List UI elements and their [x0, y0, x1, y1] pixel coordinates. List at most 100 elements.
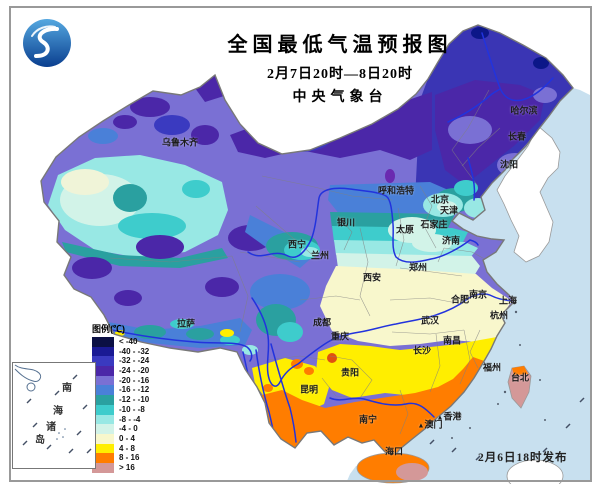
city-label: 石家庄 — [420, 218, 447, 231]
korea-peninsula — [496, 125, 561, 263]
city-label: 西安 — [363, 271, 381, 284]
city-label: 重庆 — [331, 330, 349, 343]
city-label: 济南 — [442, 234, 460, 247]
city-name: 香港 — [443, 411, 462, 422]
map-title: 全国最低气温预报图 — [227, 34, 453, 56]
inset-label-char: 岛 — [35, 435, 45, 446]
legend-swatch — [92, 356, 114, 367]
city-name: 长春 — [507, 131, 527, 142]
china-outline — [40, 24, 574, 458]
inset-label-char: 海 — [53, 406, 63, 417]
legend-range-label: 0 - 4 — [119, 433, 136, 443]
city-label: 合肥 — [451, 293, 469, 306]
city-label: 北京 — [431, 193, 449, 206]
city-label: 南京 — [469, 288, 487, 301]
city-label: 郑州 — [409, 261, 427, 274]
legend-title: 图例(℃) — [92, 324, 125, 334]
city-label: 西宁 — [288, 238, 306, 251]
legend-range-label: -32 - -24 — [119, 356, 150, 366]
city-name: 太原 — [395, 224, 415, 235]
city-name: 南京 — [468, 289, 488, 300]
city-label: 沈阳 — [500, 158, 518, 171]
city-name: 海口 — [384, 446, 404, 457]
legend-swatch — [92, 366, 114, 376]
city-label: 海口 — [385, 445, 403, 458]
legend-item: -20 - -16 — [92, 375, 150, 386]
city-label: 呼和浩特 — [378, 184, 414, 197]
city-label: 贵阳 — [341, 366, 359, 379]
legend-item: -16 - -12 — [92, 385, 149, 396]
legend-swatch — [92, 346, 114, 357]
legend-item: -10 - -8 — [92, 404, 149, 415]
city-label: 南宁 — [359, 413, 377, 426]
legend-item: 8 - 16 — [92, 453, 149, 463]
inset-label-char: 南 — [62, 383, 72, 394]
city-name: 济南 — [441, 235, 461, 246]
city-label: 上海 — [499, 294, 517, 307]
city-name: 拉萨 — [176, 318, 196, 329]
city-label: 天津 — [440, 204, 458, 217]
city-name: 西安 — [362, 272, 382, 283]
city-name: 福州 — [482, 362, 502, 373]
taiwan-island — [507, 365, 532, 409]
legend-swatch — [92, 443, 114, 454]
city-name: 沈阳 — [499, 159, 519, 170]
logo-swirl — [34, 26, 59, 58]
temperature-legend: 图例(℃) < -40 -40 - -32 -32 - -24 — [92, 322, 149, 473]
legend-item: -40 - -32 — [92, 346, 150, 357]
city-name: 兰州 — [310, 250, 330, 261]
yellow-river — [247, 187, 479, 263]
legend-range-label: -8 - -4 — [119, 414, 141, 424]
title-block: 全国最低气温预报图 2月7日20时—8日20时 中央气象台 — [160, 28, 520, 106]
map-frame — [9, 6, 592, 482]
city-label: ▲香港 — [437, 410, 462, 423]
islands — [356, 310, 585, 484]
city-label: 杭州 — [490, 309, 508, 322]
legend-item: -24 - -20 — [92, 366, 149, 376]
legend-swatch — [92, 424, 114, 434]
inset-map — [14, 364, 92, 454]
legend-swatch — [92, 404, 114, 415]
legend-swatch — [92, 385, 114, 396]
cma-logo — [20, 16, 74, 70]
legend-range-label: -20 - -16 — [119, 375, 150, 385]
legend-range-label: -12 - -10 — [119, 395, 150, 405]
legend-range-label: > 16 — [119, 462, 135, 472]
city-label: 台北 — [511, 371, 529, 384]
city-name: 石家庄 — [420, 219, 448, 230]
city-label: 福州 — [483, 361, 501, 374]
legend-items: < -40 -40 - -32 -32 - -24 -24 - -20 — [92, 337, 149, 473]
release-date: 2月6日18时发布 — [478, 452, 568, 464]
legend-range-label: -40 - -32 — [119, 346, 150, 356]
city-label: 兰州 — [311, 249, 329, 262]
city-name: 西宁 — [287, 239, 307, 250]
legend-range-label: -24 - -20 — [119, 366, 150, 376]
legend-item: -32 - -24 — [92, 356, 150, 367]
city-name: 澳门 — [424, 419, 443, 430]
hainan-east-salmon — [396, 463, 428, 481]
legend-item: < -40 — [92, 337, 149, 347]
yangtze-river — [251, 293, 513, 387]
city-name: 乌鲁木齐 — [161, 137, 199, 148]
songhua-river — [447, 32, 554, 123]
city-name: 上海 — [498, 295, 518, 306]
city-name: 哈尔滨 — [510, 105, 538, 116]
legend-item: > 16 — [92, 462, 149, 473]
foreign-land — [496, 125, 564, 484]
city-label: 长沙 — [413, 344, 431, 357]
taiwan-north-orange — [512, 366, 528, 375]
city-name: 台北 — [510, 372, 530, 383]
legend-item: 4 - 8 — [92, 443, 149, 454]
city-name: 合肥 — [450, 294, 470, 305]
inset-label-char: 诸 — [46, 422, 56, 433]
city-label: 武汉 — [421, 314, 439, 327]
city-label: 长春 — [508, 130, 526, 143]
city-name: 武汉 — [420, 315, 440, 326]
city-label: ▲澳门 — [418, 418, 443, 431]
city-label: 太原 — [396, 223, 414, 236]
city-name: 南宁 — [358, 414, 378, 425]
legend-swatch — [92, 433, 114, 444]
